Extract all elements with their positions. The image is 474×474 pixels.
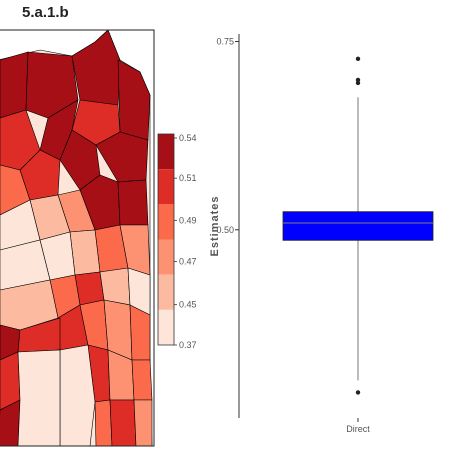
legend-swatch: [158, 134, 174, 170]
map-legend: 0.54 0.51 0.49 0.47 0.45 0.37: [157, 133, 197, 350]
legend-swatch: [158, 274, 174, 310]
map-regions: [0, 29, 153, 447]
legend-tick-label: 0.54: [179, 133, 197, 143]
legend-swatch: [158, 204, 174, 240]
map-region: [95, 131, 149, 183]
legend-swatch: [158, 169, 174, 205]
box-iqr: [282, 211, 434, 241]
outlier-point: [355, 390, 361, 395]
legend-swatch: [158, 239, 174, 275]
y-tick-label: 0.75: [216, 37, 234, 47]
legend-frame: [157, 133, 175, 346]
legend-tick-label: 0.37: [179, 340, 197, 350]
legend-tick-label: 0.47: [179, 257, 197, 267]
legend-swatch: [158, 309, 174, 345]
legend-tick-label: 0.51: [179, 173, 197, 183]
y-axis-title: Estimates: [209, 196, 221, 257]
outlier-point: [355, 56, 361, 62]
x-tick-label: Direct: [346, 424, 370, 434]
map-region: [19, 149, 61, 201]
map-region: [117, 59, 151, 141]
outlier-point: [355, 77, 361, 83]
legend-tick-label: 0.45: [179, 300, 197, 310]
y-tick-label: 0.50: [216, 225, 234, 235]
panel-title: 5.a.1.b: [22, 4, 69, 21]
map-frame: [0, 29, 155, 447]
outlier-point: [355, 80, 361, 86]
map-region: [59, 129, 101, 191]
legend-tick-label: 0.49: [179, 215, 197, 225]
